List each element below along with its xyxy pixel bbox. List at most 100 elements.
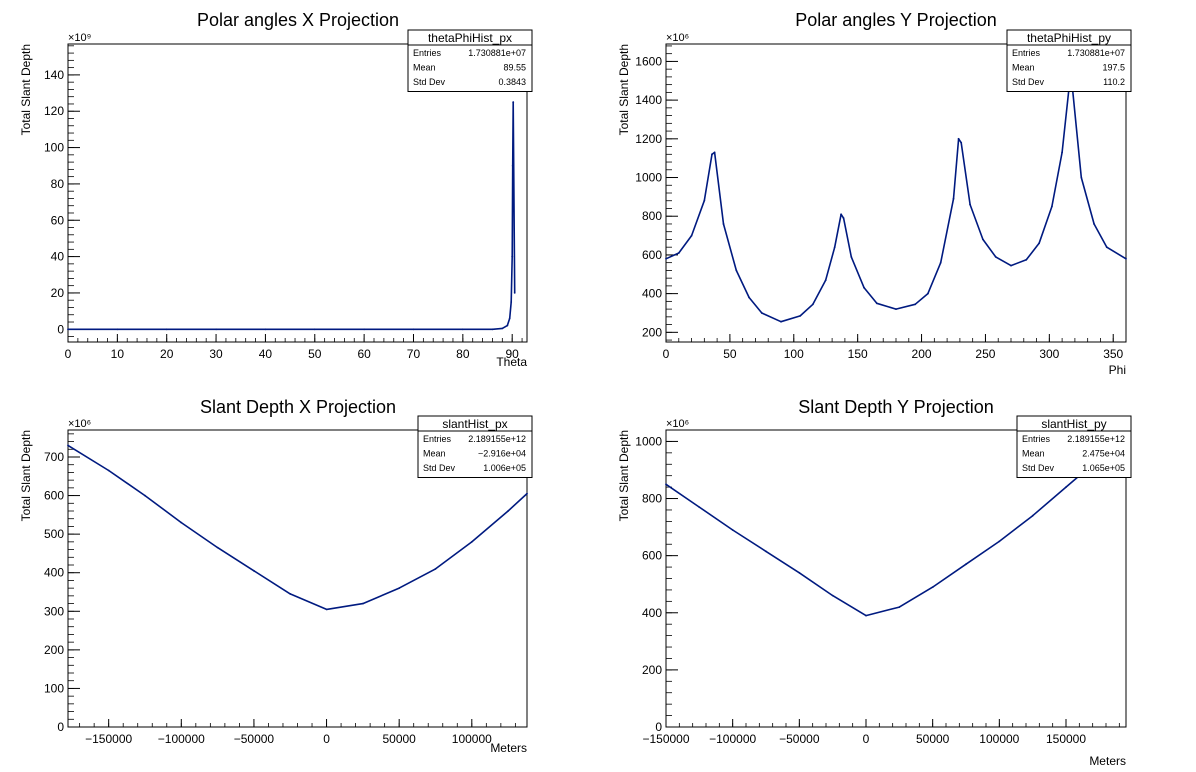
stats-box: slantHist_px Entries 2.189155e+12 Mean −2.91… (417, 415, 533, 478)
x-tick-label: 30 (209, 347, 223, 361)
y-tick-label: 1600 (635, 54, 662, 68)
chart-panel-1: Polar angles X Projection 0 10 20 30 40 50 60 70… (19, 10, 533, 369)
x-tick-label: −100000 (158, 732, 205, 746)
data-point (713, 151, 716, 154)
data-point (491, 328, 494, 331)
x-tick-label: 0 (663, 347, 670, 361)
x-tick-label: 100000 (452, 732, 492, 746)
data-point (865, 614, 867, 617)
x-tick-label: 350 (1103, 347, 1123, 361)
data-point (434, 568, 437, 570)
x-tick-label: 50000 (916, 732, 950, 746)
x-tick-label: 0 (65, 347, 72, 361)
y-tick-label: 100 (44, 141, 64, 155)
x-tick-label: 40 (259, 347, 273, 361)
data-point (508, 317, 511, 320)
data-point (677, 252, 680, 254)
stats-value-entries: 2.189155e+12 (468, 434, 526, 444)
y-axis-label: Total Slant Depth (19, 44, 33, 135)
data-point (501, 327, 504, 330)
data-point (799, 315, 802, 317)
data-point (526, 492, 528, 495)
y-axis-multiplier: ×10⁶ (666, 32, 689, 44)
data-point (703, 199, 706, 202)
chart-panel-2: Polar angles Y Projection 0 50 100 150 200 250… (617, 10, 1132, 377)
data-point (780, 320, 782, 323)
data-point (363, 328, 365, 331)
y-tick-label: 40 (51, 250, 65, 264)
data-point (965, 563, 967, 566)
data-point (748, 296, 750, 299)
data-point (927, 292, 929, 295)
chart-title: Polar angles X Projection (197, 10, 399, 30)
data-point (1031, 514, 1034, 517)
y-axis-multiplier: ×10⁶ (68, 418, 91, 430)
y-tick-label: 600 (642, 248, 662, 262)
chart-title: Slant Depth Y Projection (798, 397, 993, 417)
data-point (957, 137, 960, 140)
data-point (1051, 205, 1053, 208)
x-axis-label: Phi (1109, 363, 1126, 377)
y-tick-label: 0 (57, 720, 64, 734)
y-axis-label: Total Slant Depth (19, 430, 33, 521)
stats-label-entries: Entries (413, 48, 442, 58)
data-point (144, 494, 146, 497)
data-point (840, 213, 842, 216)
data-point (180, 521, 183, 524)
data-point (264, 328, 267, 331)
stats-label-std_dev: Std Dev (1022, 463, 1055, 473)
data-point (760, 312, 763, 314)
data-point (67, 444, 69, 447)
data-point (863, 286, 865, 289)
y-axis-multiplier: ×10⁶ (666, 418, 689, 430)
x-tick-label: 80 (456, 347, 470, 361)
y-tick-label: 700 (44, 450, 64, 464)
data-point (1065, 486, 1067, 488)
chart-title: Polar angles Y Projection (795, 10, 996, 30)
stats-box: thetaPhiHist_px Entries 1.730881e+07 Mean 89… (407, 29, 533, 92)
y-axis-label: Total Slant Depth (617, 44, 631, 135)
y-tick-label: 200 (642, 325, 662, 339)
y-tick-label: 1000 (635, 171, 662, 185)
y-tick-label: 400 (642, 606, 662, 620)
y-tick-label: 200 (44, 643, 64, 657)
x-tick-label: 200 (912, 347, 932, 361)
stats-label-mean: Mean (413, 63, 436, 73)
data-point (362, 602, 364, 605)
x-tick-label: 150 (848, 347, 868, 361)
data-point (969, 203, 971, 206)
data-point (1080, 176, 1083, 179)
data-point (107, 469, 110, 472)
x-axis-label: Meters (1089, 754, 1126, 768)
data-point (698, 506, 701, 508)
data-point (875, 302, 878, 305)
stats-label-std_dev: Std Dev (413, 77, 446, 87)
stats-label-mean: Mean (1012, 63, 1035, 73)
y-tick-label: 500 (44, 527, 64, 541)
x-tick-label: −50000 (234, 732, 275, 746)
x-tick-label: −100000 (709, 732, 756, 746)
data-point (850, 256, 853, 258)
stats-label-std_dev: Std Dev (423, 463, 456, 473)
x-tick-label: −150000 (642, 732, 689, 746)
data-point (931, 586, 934, 588)
x-tick-label: 250 (975, 347, 995, 361)
y-tick-label: 100 (44, 681, 64, 695)
stats-value-mean: −2.916e+04 (478, 449, 526, 459)
stats-name: slantHist_px (442, 417, 507, 431)
data-point (215, 328, 218, 331)
data-point (412, 328, 415, 331)
data-point (1025, 258, 1028, 261)
stats-value-std_dev: 1.006e+05 (483, 463, 526, 473)
y-tick-label: 60 (51, 213, 65, 227)
data-point (253, 569, 255, 572)
data-point (690, 234, 693, 237)
data-point (735, 269, 738, 272)
stats-box: thetaPhiHist_py Entries 1.730881e+07 Mean 19… (1006, 29, 1132, 92)
data-point (898, 606, 901, 608)
data-point (1038, 242, 1040, 245)
x-tick-label: 90 (506, 347, 520, 361)
y-tick-label: 800 (642, 492, 662, 506)
data-point (831, 594, 834, 597)
x-axis-label: Meters (490, 741, 527, 755)
